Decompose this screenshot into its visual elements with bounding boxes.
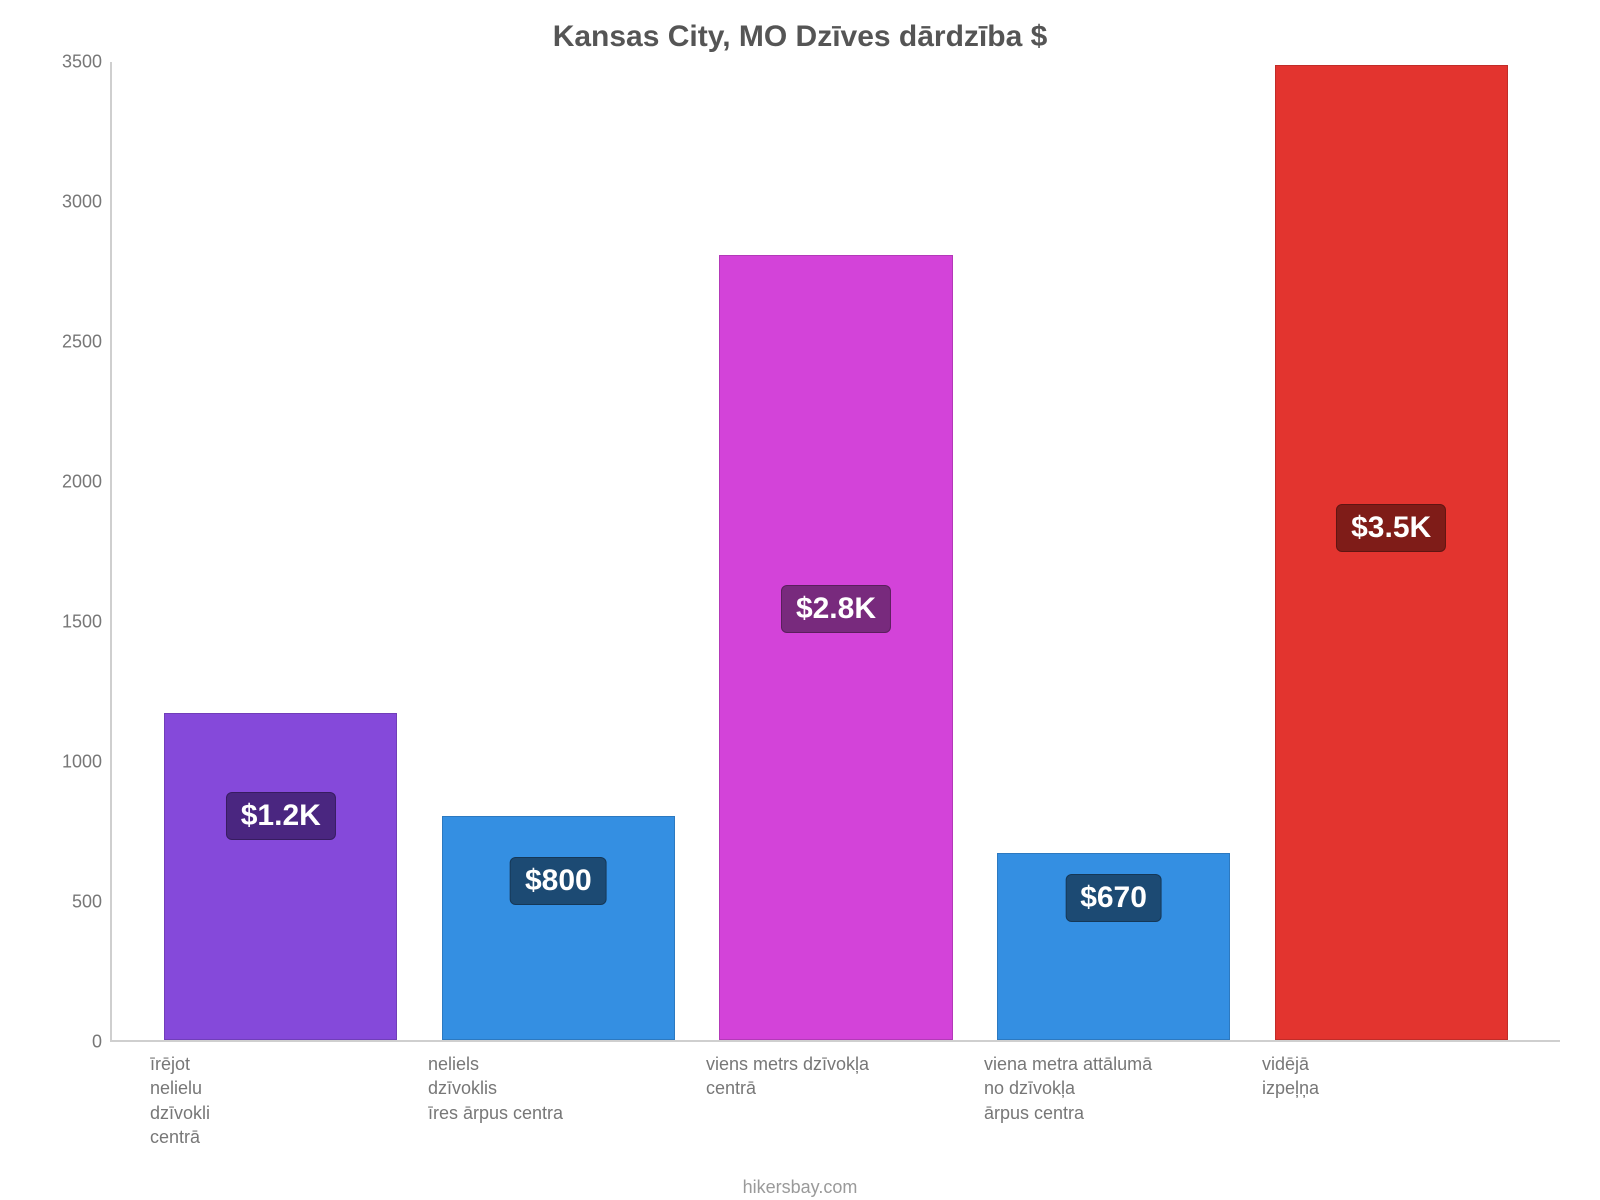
- bar: $3.5K: [1275, 65, 1508, 1040]
- y-tick-label: 500: [42, 892, 102, 913]
- y-tick-label: 2500: [42, 332, 102, 353]
- y-tick-label: 1000: [42, 752, 102, 773]
- chart-container: Kansas City, MO Dzīves dārdzība $ 0 500 10…: [0, 0, 1600, 1200]
- x-tick-label: īrējotnelieludzīvoklicentrā: [140, 1052, 418, 1149]
- bar-slot: $2.8K: [697, 62, 975, 1040]
- y-tick-label: 1500: [42, 612, 102, 633]
- y-axis: 0500100015002000250030003500: [40, 62, 110, 1042]
- y-tick-label: 2000: [42, 472, 102, 493]
- chart-title: Kansas City, MO Dzīves dārdzība $: [40, 20, 1560, 54]
- plot-area: 0500100015002000250030003500 $1.2K$800$2…: [40, 62, 1560, 1042]
- bar-slot: $3.5K: [1252, 62, 1530, 1040]
- bar-slot: $800: [420, 62, 698, 1040]
- bar-value-badge: $1.2K: [226, 792, 336, 840]
- y-tick-label: 0: [42, 1032, 102, 1053]
- x-tick-label: viens metrs dzīvokļacentrā: [696, 1052, 974, 1149]
- chart-footer: hikersbay.com: [40, 1177, 1560, 1198]
- bar-value-badge: $670: [1065, 874, 1162, 922]
- x-tick-label: nelielsdzīvoklisīres ārpus centra: [418, 1052, 696, 1149]
- bar-value-badge: $800: [510, 857, 607, 905]
- y-tick-label: 3500: [42, 52, 102, 73]
- bar: $2.8K: [719, 255, 952, 1040]
- bar: $1.2K: [164, 713, 397, 1040]
- x-tick-label: vidējāizpeļņa: [1252, 1052, 1530, 1149]
- bars-layer: $1.2K $800 $2.8K $670 $3.5K: [112, 62, 1560, 1040]
- bar-slot: $670: [975, 62, 1253, 1040]
- bar: $670: [997, 853, 1230, 1040]
- x-axis-labels: īrējotnelieludzīvoklicentrānelielsdzīvok…: [110, 1042, 1560, 1149]
- bar-value-badge: $2.8K: [781, 585, 891, 633]
- x-tick-label: viena metra attālumāno dzīvokļaārpus cen…: [974, 1052, 1252, 1149]
- y-tick-label: 3000: [42, 192, 102, 213]
- bar-slot: $1.2K: [142, 62, 420, 1040]
- bar-value-badge: $3.5K: [1336, 504, 1446, 552]
- bar: $800: [442, 816, 675, 1040]
- plot-region: $1.2K $800 $2.8K $670 $3.5K: [110, 62, 1560, 1042]
